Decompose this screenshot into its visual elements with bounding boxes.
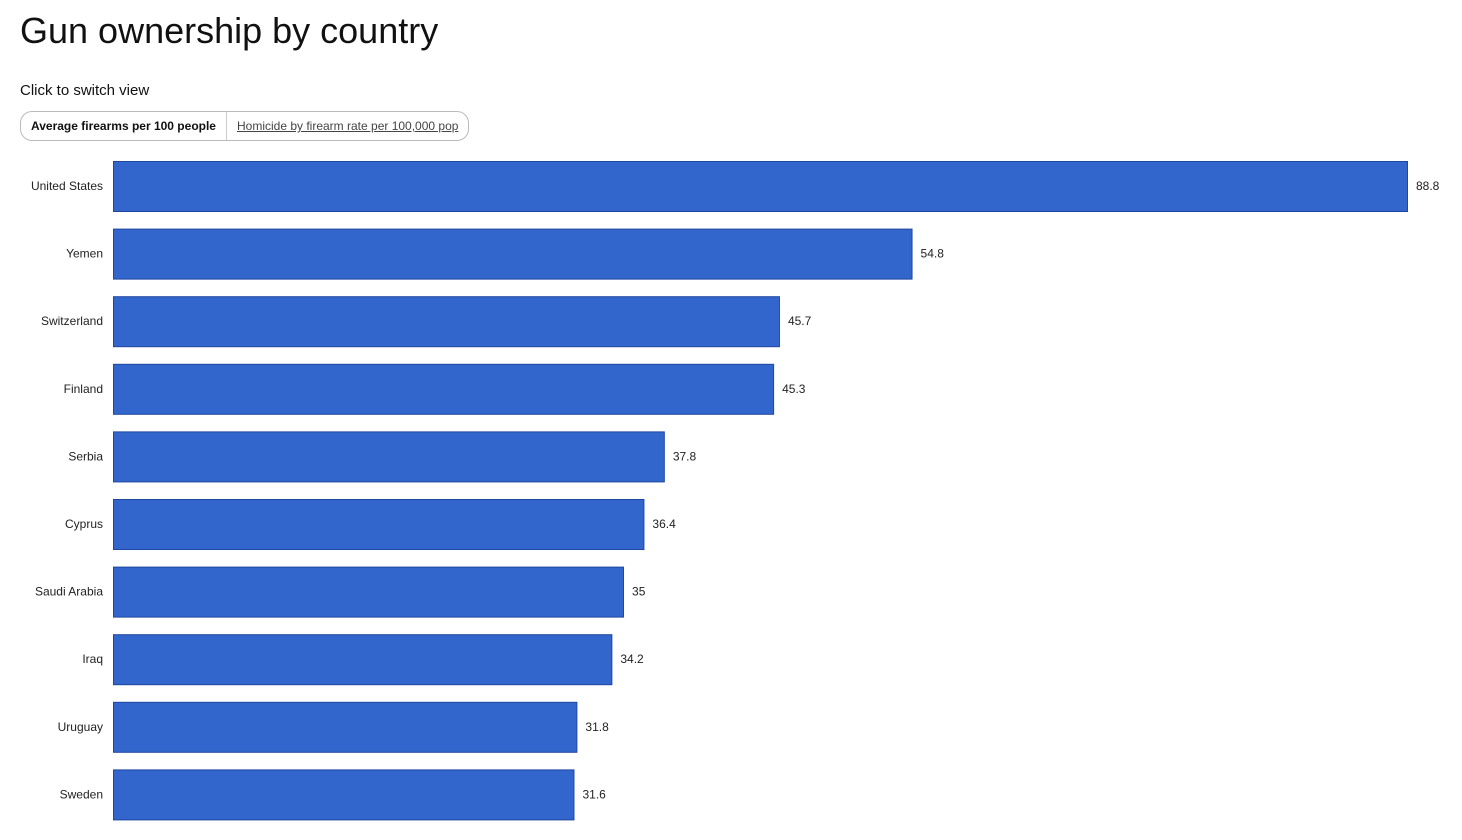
category-label: Sweden [60,787,103,801]
category-label: Uruguay [58,720,103,734]
bar[interactable] [113,634,613,686]
value-label: 54.8 [921,247,945,261]
category-label: Cyprus [65,517,103,531]
firearms-per-100-button[interactable]: Average firearms per 100 people [31,119,216,133]
view-toggle: Average firearms per 100 people Homicide… [20,111,470,141]
bar[interactable] [113,228,913,280]
value-label: 31.8 [585,720,609,734]
category-label: United States [31,179,103,193]
bar[interactable] [113,363,775,415]
category-label: Serbia [68,449,103,463]
bar[interactable] [113,701,578,753]
bar[interactable] [113,431,665,483]
bar[interactable] [113,499,645,550]
category-label: Saudi Arabia [35,585,103,599]
bar[interactable] [113,566,625,618]
homicide-rate-button[interactable]: Homicide by firearm rate per 100,000 pop [225,112,468,140]
category-label: Iraq [82,652,103,666]
category-label: Yemen [66,247,103,261]
value-label: 34.2 [620,652,644,666]
bar[interactable] [113,769,575,821]
value-label: 88.8 [1416,179,1440,193]
category-label: Switzerland [41,314,103,328]
page-title: Gun ownership by country [20,10,439,51]
value-label: 37.8 [673,449,697,463]
value-label: 35 [632,585,646,599]
value-label: 36.4 [652,517,676,531]
category-label: Finland [64,382,103,396]
bar[interactable] [113,161,1408,212]
value-label: 45.7 [788,314,812,328]
bar-chart: United States 88.8 Yemen 54.8 Switzerland 45.… [31,161,1440,821]
switch-view-prompt: Click to switch view [20,82,150,99]
value-label: 45.3 [782,382,806,396]
bar[interactable] [113,296,780,348]
value-label: 31.6 [582,787,606,801]
